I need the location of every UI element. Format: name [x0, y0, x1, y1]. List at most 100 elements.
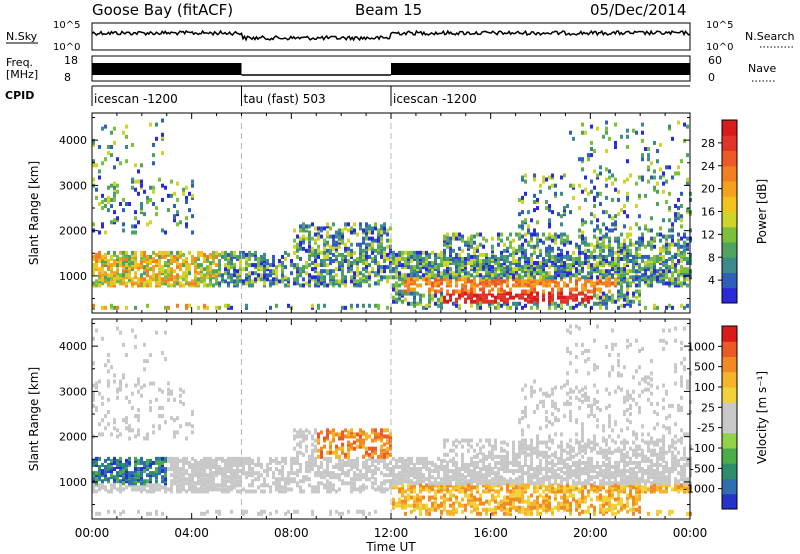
data-cell [647, 179, 650, 184]
data-cell [410, 479, 413, 484]
data-cell [257, 273, 260, 278]
data-cell [626, 250, 629, 255]
data-cell [212, 256, 215, 261]
data-cell [125, 477, 128, 482]
data-cell [119, 487, 122, 492]
data-cell [104, 471, 107, 476]
data-cell [446, 281, 449, 286]
data-cell [161, 475, 164, 480]
data-cell [371, 454, 374, 459]
data-cell [341, 481, 344, 486]
data-cell [98, 473, 101, 478]
data-cell [629, 269, 632, 274]
data-cell [395, 299, 398, 304]
data-cell [296, 254, 299, 259]
data-cell [662, 254, 665, 259]
data-cell [431, 487, 434, 492]
data-cell [575, 283, 578, 288]
data-cell [134, 469, 137, 474]
data-cell [602, 240, 605, 245]
data-cell [365, 242, 368, 247]
data-cell [440, 305, 443, 310]
data-cell [422, 456, 425, 461]
data-cell [470, 240, 473, 245]
data-cell [587, 157, 590, 162]
data-cell [383, 428, 386, 433]
data-cell [293, 263, 296, 268]
data-cell [122, 275, 125, 280]
data-cell [656, 279, 659, 284]
data-cell [479, 438, 482, 443]
data-cell [416, 493, 419, 498]
data-cell [332, 465, 335, 469]
data-cell [143, 277, 146, 282]
data-cell [233, 267, 236, 272]
data-cell [458, 485, 461, 490]
data-cell [578, 263, 581, 268]
data-cell [431, 283, 434, 288]
data-cell [476, 248, 479, 253]
data-cell [203, 273, 206, 278]
data-cell [299, 228, 302, 233]
data-cell [188, 191, 191, 196]
data-cell [128, 462, 131, 467]
data-cell [143, 479, 146, 484]
data-cell [593, 267, 596, 272]
data-cell [146, 281, 149, 286]
data-cell [584, 261, 587, 266]
data-cell [98, 432, 101, 437]
data-cell [416, 503, 419, 508]
data-cell [506, 277, 509, 282]
data-cell [149, 197, 152, 202]
data-cell [200, 252, 203, 257]
data-cell [593, 234, 596, 239]
data-cell [131, 283, 134, 288]
data-cell [191, 489, 194, 494]
data-cell [467, 471, 470, 476]
data-cell [569, 267, 572, 272]
data-cell [617, 277, 620, 282]
data-cell [404, 489, 407, 494]
data-cell [578, 277, 581, 282]
data-cell [113, 210, 116, 215]
data-cell [329, 475, 332, 480]
data-cell [533, 283, 536, 288]
data-cell [287, 283, 290, 288]
data-cell [569, 271, 572, 276]
data-cell [461, 467, 464, 472]
data-cell [497, 301, 500, 306]
data-cell [197, 305, 200, 310]
data-cell [140, 281, 143, 286]
data-cell [548, 236, 551, 241]
data-cell [242, 487, 245, 492]
data-cell [260, 277, 263, 282]
data-cell [446, 483, 449, 488]
data-cell [383, 269, 386, 274]
data-cell [188, 465, 191, 469]
data-cell [431, 469, 434, 474]
data-cell [323, 283, 326, 288]
data-cell [194, 277, 197, 282]
data-cell [335, 454, 338, 459]
data-cell [206, 489, 209, 494]
data-cell [128, 254, 131, 259]
data-cell [380, 432, 383, 437]
data-cell [488, 271, 491, 276]
data-cell [434, 479, 437, 484]
data-cell [404, 256, 407, 261]
data-cell [98, 477, 101, 482]
data-cell [539, 238, 542, 243]
data-cell [293, 456, 296, 461]
data-cell [347, 269, 350, 274]
data-cell [338, 279, 341, 284]
data-cell [257, 485, 260, 490]
data-cell [584, 254, 587, 259]
data-cell [461, 485, 464, 490]
data-cell [659, 142, 662, 147]
data-cell [167, 265, 170, 270]
data-cell [212, 477, 215, 482]
data-cell [371, 462, 374, 467]
data-cell [374, 471, 377, 476]
data-cell [626, 191, 629, 196]
